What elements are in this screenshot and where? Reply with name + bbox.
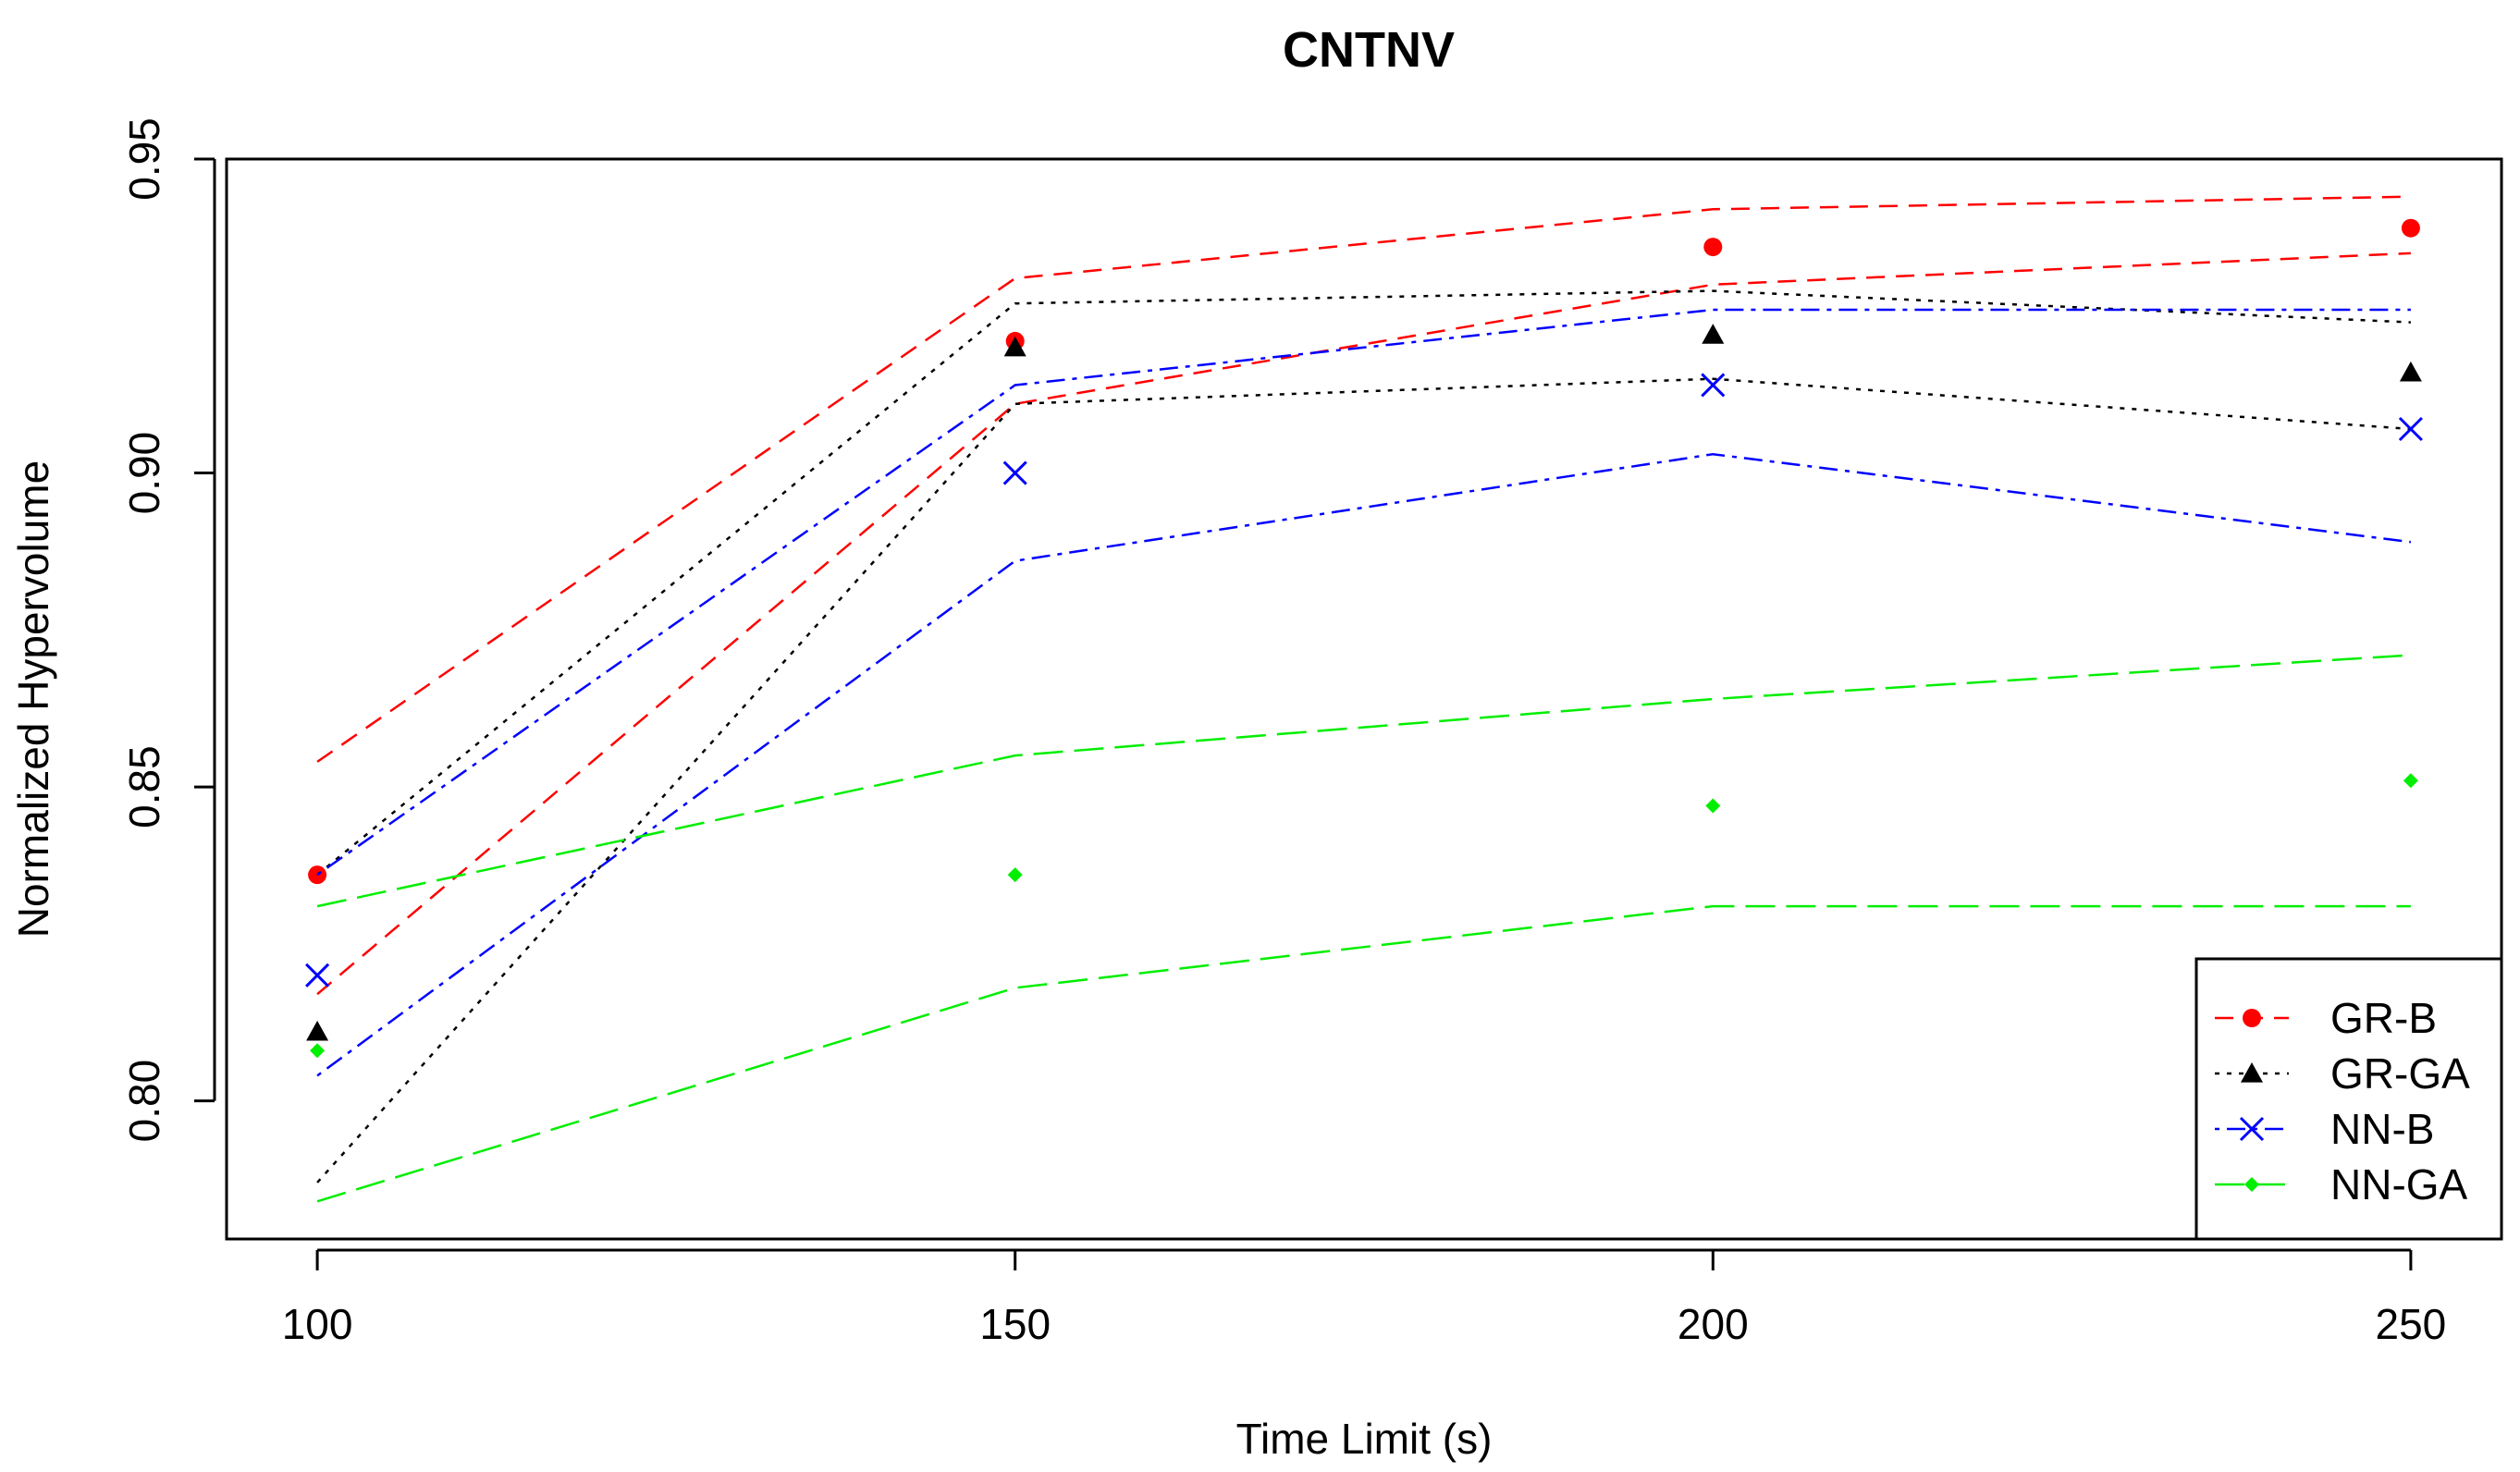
y-tick-label: 0.80 (120, 1060, 168, 1143)
x-tick-label: 100 (282, 1300, 353, 1348)
series-gr-ga-point (306, 1020, 329, 1041)
series-gr-b-lower-bound (316, 251, 2411, 996)
series-nn-ga-lower-bound (316, 904, 2411, 1203)
series-gr-b-point (2401, 218, 2420, 238)
series-gr-ga-upper-bound (316, 289, 2411, 877)
series-gr-b-point (308, 865, 327, 885)
series-nn-ga-point (310, 1043, 326, 1059)
series-nn-ga-point (2403, 773, 2418, 789)
x-tick-label: 250 (2376, 1300, 2447, 1348)
y-tick-label: 0.90 (120, 432, 168, 515)
legend-marker-nn-ga (2244, 1177, 2259, 1192)
x-tick-label: 150 (979, 1300, 1051, 1348)
legend-item-gr-b: GR-B (2215, 994, 2437, 1042)
series-gr-b-upper-bound (316, 195, 2411, 763)
series-gr-ga-lower-bound (316, 377, 2411, 1184)
series-gr-ga-point (1702, 324, 1725, 344)
series-nn-b-point (305, 963, 330, 987)
y-tick-label: 0.95 (120, 117, 168, 201)
series-nn-ga-point (1705, 798, 1721, 814)
legend-label-nn-ga: NN-GA (2330, 1160, 2468, 1208)
series-nn-b-point (2398, 416, 2423, 442)
series-gr-ga (306, 289, 2422, 1184)
legend-box (2194, 957, 2503, 1241)
series-gr-b-point (1703, 238, 1723, 257)
legend-marker-nn-b (2239, 1116, 2265, 1142)
x-axis-label: Time Limit (s) (1236, 1415, 1493, 1463)
legend-item-nn-ga: NN-GA (2215, 1160, 2468, 1208)
x-tick-label: 200 (1678, 1300, 1749, 1348)
legend-marker-gr-b (2243, 1009, 2261, 1027)
legend: GR-B GR-GA NN-B NN-GA (2194, 957, 2503, 1241)
legend-marker-gr-ga (2241, 1062, 2263, 1083)
legend-item-nn-b: NN-B (2215, 1105, 2434, 1153)
series-nn-b-upper-bound (316, 308, 2411, 877)
legend-item-gr-ga: GR-GA (2215, 1049, 2470, 1098)
series-gr-ga-point (2399, 361, 2422, 382)
series-nn-b-point (1701, 373, 1726, 398)
plot-frame (225, 157, 2503, 1241)
legend-label-gr-ga: GR-GA (2330, 1049, 2470, 1098)
chart-title: CNTNV (1283, 22, 1455, 78)
series-gr-ga-point (1003, 336, 1026, 357)
series-nn-ga (310, 654, 2418, 1203)
series-gr-b (308, 195, 2420, 996)
series-nn-b-lower-bound (316, 452, 2412, 1077)
series-nn-b-point (1002, 460, 1027, 485)
series-nn-ga-upper-bound (316, 654, 2411, 908)
legend-label-gr-b: GR-B (2330, 994, 2437, 1042)
legend-label-nn-b: NN-B (2330, 1105, 2434, 1153)
y-tick-label: 0.85 (120, 745, 168, 828)
series-nn-ga-point (1007, 867, 1023, 883)
series-layer (305, 195, 2423, 1203)
y-axis-label: Normalized Hypervolume (9, 460, 57, 938)
series-nn-b (305, 308, 2423, 1077)
axis-layer: 100 150 200 250 0.80 0.85 0.90 0.95 (120, 117, 2446, 1348)
